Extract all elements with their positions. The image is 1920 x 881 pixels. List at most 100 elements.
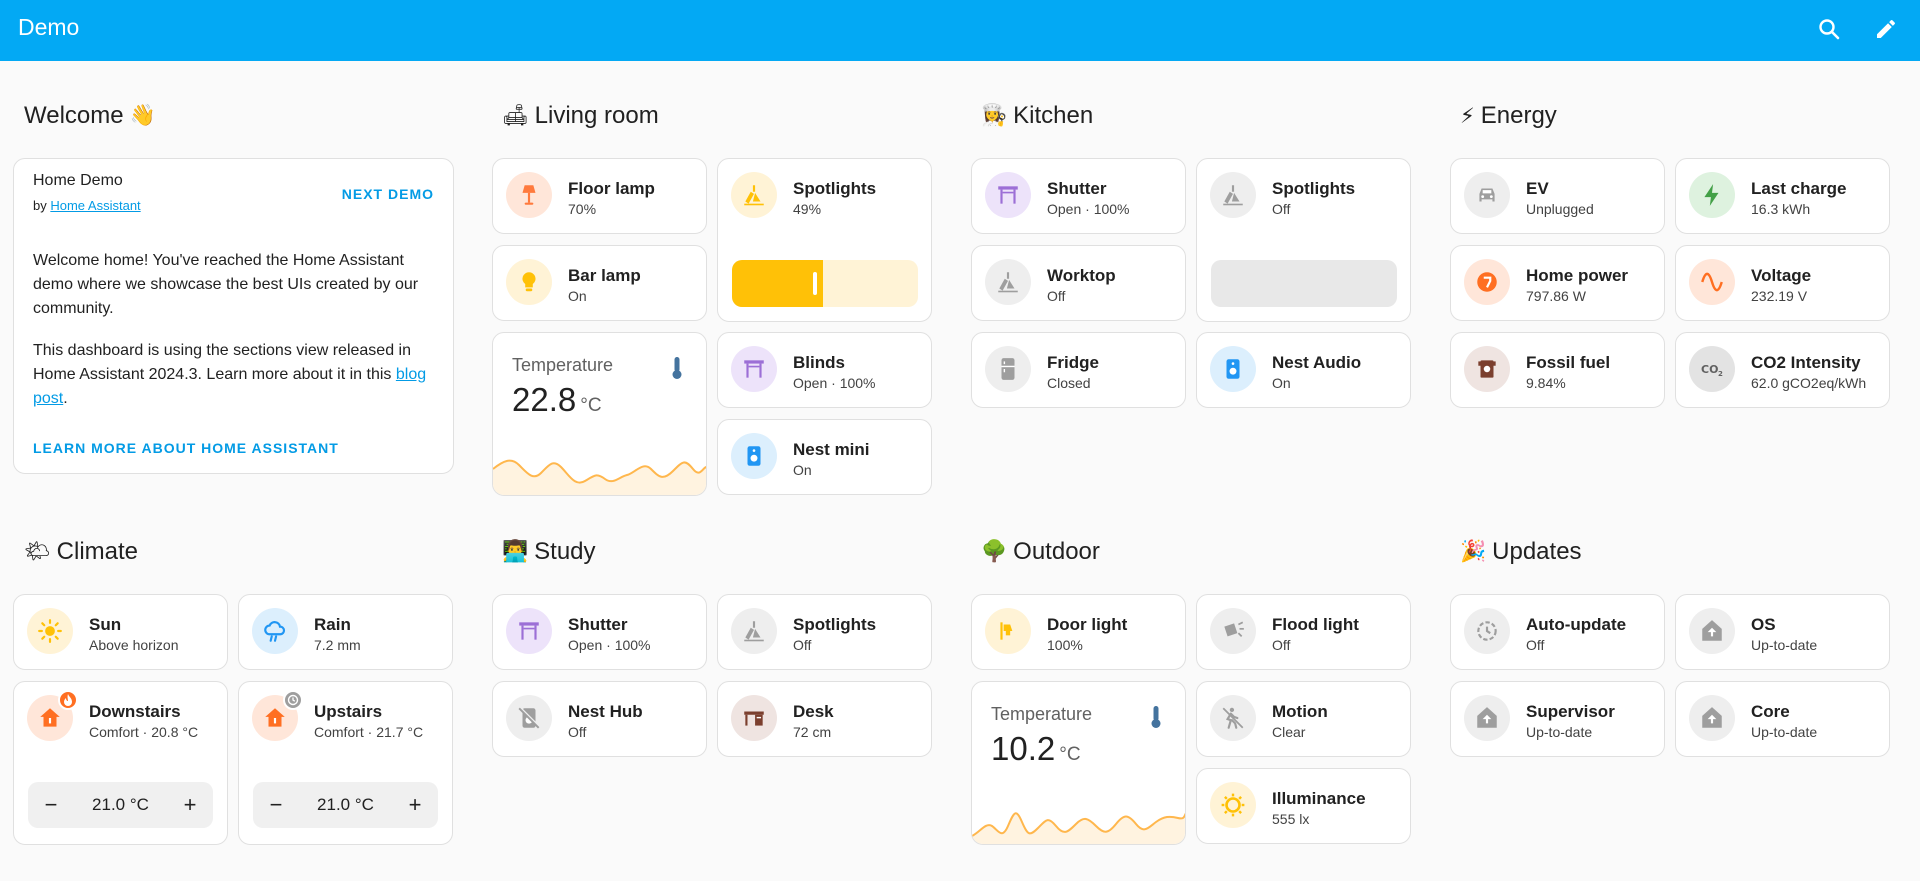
brightness-slider[interactable] (1211, 260, 1397, 307)
tile-last-charge[interactable]: Last charge 16.3 kWh (1675, 158, 1890, 234)
tile-rain[interactable]: Rain 7.2 mm (238, 594, 453, 670)
tile-fossil-fuel[interactable]: Fossil fuel 9.84% (1450, 332, 1665, 408)
sun-icon[interactable] (27, 608, 73, 654)
tile-motion[interactable]: Motion Clear (1196, 681, 1411, 757)
rain-cloud-icon[interactable] (252, 608, 298, 654)
package-up-icon[interactable] (1689, 608, 1735, 654)
tile-name: Spotlights (793, 179, 877, 198)
tile-living-spotlights[interactable]: Spotlights 49% (717, 158, 932, 322)
tile-bar-lamp[interactable]: Bar lamp On (492, 245, 707, 321)
fridge-icon[interactable] (985, 346, 1031, 392)
brightness-slider-fill (732, 260, 823, 307)
increase-temperature-button[interactable]: + (408, 792, 422, 817)
tile-state: On (1272, 375, 1291, 391)
thermometer-icon (1147, 704, 1165, 735)
motion-sensor-off-icon[interactable] (1210, 695, 1256, 741)
tile-co2-intensity[interactable]: CO 2 CO2 Intensity 62.0 gCO2eq/kWh (1675, 332, 1890, 408)
lightning-bolt-icon[interactable] (1689, 172, 1735, 218)
tile-kitchen-shutter[interactable]: Shutter Open · 100% (971, 158, 1186, 234)
blog-post-link[interactable]: blog post (33, 366, 427, 407)
floodlight-icon[interactable] (1210, 608, 1256, 654)
tile-door-light[interactable]: Door light 100% (971, 594, 1186, 670)
package-up-icon[interactable] (1464, 695, 1510, 741)
tile-state: Open · 100% (1047, 201, 1130, 217)
tile-desk[interactable]: Desk 72 cm (717, 681, 932, 757)
tile-worktop[interactable]: Worktop Off (971, 245, 1186, 321)
package-up-icon[interactable] (1689, 695, 1735, 741)
tile-name: Nest Audio (1272, 353, 1362, 372)
home-assistant-link[interactable]: Home Assistant (50, 198, 141, 213)
speaker-icon[interactable] (731, 433, 777, 479)
tile-fridge[interactable]: Fridge Closed (971, 332, 1186, 408)
tile-state: Comfort · 20.8 °C (89, 724, 199, 740)
ceiling-light-icon[interactable] (731, 608, 777, 654)
section-title-text: Climate (56, 538, 139, 565)
tile-study-spotlights[interactable]: Spotlights Off (717, 594, 932, 670)
tile-nest-audio[interactable]: Nest Audio On (1196, 332, 1411, 408)
tile-state: Up-to-date (1751, 724, 1818, 740)
temperature-graph-card-outdoor[interactable]: Temperature 10.2 °C (971, 681, 1186, 845)
tile-supervisor-update[interactable]: Supervisor Up-to-date (1450, 681, 1665, 757)
tile-state: 797.86 W (1526, 288, 1586, 304)
learn-more-button[interactable]: LEARN MORE ABOUT HOME ASSISTANT (33, 440, 339, 456)
tile-nest-hub[interactable]: Nest Hub Off (492, 681, 707, 757)
tile-study-shutter[interactable]: Shutter Open · 100% (492, 594, 707, 670)
ceiling-light-icon[interactable] (1210, 172, 1256, 218)
search-icon[interactable] (1814, 14, 1844, 44)
molecule-co2-icon[interactable]: CO 2 (1689, 346, 1735, 392)
tile-upstairs-thermostat[interactable]: Upstairs Comfort · 21.7 °C − 21.0 °C + (238, 681, 453, 845)
car-icon[interactable] (1464, 172, 1510, 218)
edit-pencil-icon[interactable] (1871, 14, 1901, 44)
tile-nest-mini[interactable]: Nest mini On (717, 419, 932, 495)
tile-os-update[interactable]: OS Up-to-date (1675, 594, 1890, 670)
by-prefix: by (33, 198, 51, 213)
tile-core-update[interactable]: Core Up-to-date (1675, 681, 1890, 757)
target-temperature-value: 21.0 °C (317, 795, 374, 814)
fossil-fuel-icon[interactable] (1464, 346, 1510, 392)
auto-update-icon[interactable] (1464, 608, 1510, 654)
tile-auto-update[interactable]: Auto-update Off (1450, 594, 1665, 670)
dashboard-info-text: This dashboard is using the sections vie… (33, 342, 411, 383)
brightness-slider-handle[interactable] (813, 272, 817, 295)
tile-ev[interactable]: EV Unplugged (1450, 158, 1665, 234)
power-plug-icon[interactable] (1464, 259, 1510, 305)
brightness-sun-icon[interactable] (1210, 782, 1256, 828)
tile-name: Shutter (1047, 179, 1107, 198)
speaker-off-icon[interactable] (506, 695, 552, 741)
tile-name: Fridge (1047, 353, 1099, 372)
ceiling-light-icon[interactable] (985, 259, 1031, 305)
top-app-bar: Demo (0, 0, 1920, 61)
tile-flood-light[interactable]: Flood light Off (1196, 594, 1411, 670)
tile-name: Last charge (1751, 179, 1847, 198)
tile-home-power[interactable]: Home power 797.86 W (1450, 245, 1665, 321)
lightbulb-icon[interactable] (506, 259, 552, 305)
tile-kitchen-spotlights[interactable]: Spotlights Off (1196, 158, 1411, 322)
section-title-study: 👨‍💻 Study (502, 538, 596, 566)
tile-downstairs-thermostat[interactable]: Downstairs Comfort · 20.8 °C − 21.0 °C + (13, 681, 228, 845)
section-title-text: Outdoor (1013, 538, 1100, 565)
floor-lamp-icon[interactable] (506, 172, 552, 218)
window-shutter-icon[interactable] (985, 172, 1031, 218)
outdoor-lamp-icon[interactable] (985, 608, 1031, 654)
tile-state: Off (1272, 637, 1291, 653)
sensor-value-number: 22.8 (512, 381, 577, 418)
decrease-temperature-button[interactable]: − (269, 792, 283, 817)
home-thermostat-icon[interactable] (252, 695, 298, 741)
brightness-slider[interactable] (732, 260, 918, 307)
tile-floor-lamp[interactable]: Floor lamp 70% (492, 158, 707, 234)
tile-sun[interactable]: Sun Above horizon (13, 594, 228, 670)
tile-voltage[interactable]: Voltage 232.19 V (1675, 245, 1890, 321)
sine-wave-icon[interactable] (1689, 259, 1735, 305)
temperature-graph-card-living[interactable]: Temperature 22.8 °C (492, 332, 707, 496)
desk-icon[interactable] (731, 695, 777, 741)
window-shutter-icon[interactable] (506, 608, 552, 654)
speaker-icon[interactable] (1210, 346, 1256, 392)
svg-text:CO: CO (1701, 363, 1718, 376)
decrease-temperature-button[interactable]: − (44, 792, 58, 817)
window-shutter-icon[interactable] (731, 346, 777, 392)
next-demo-button[interactable]: NEXT DEMO (341, 186, 434, 202)
tile-illuminance[interactable]: Illuminance 555 lx (1196, 768, 1411, 844)
tile-blinds[interactable]: Blinds Open · 100% (717, 332, 932, 408)
increase-temperature-button[interactable]: + (183, 792, 197, 817)
ceiling-light-icon[interactable] (731, 172, 777, 218)
